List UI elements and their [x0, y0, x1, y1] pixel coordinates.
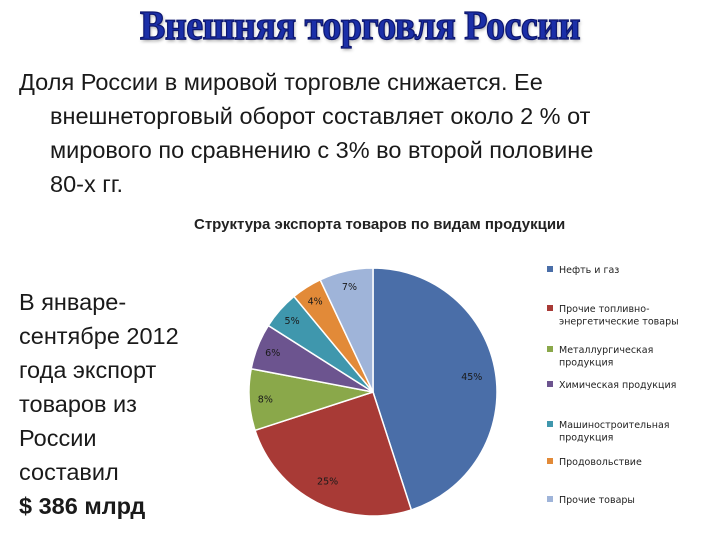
legend-label: Нефть и газ [559, 265, 619, 276]
summary-line: В январе- [19, 289, 127, 315]
slice-label: 6% [265, 348, 280, 359]
export-amount: $ 386 млрд [19, 493, 146, 519]
chart-title: Структура экспорта товаров по видам прод… [194, 216, 566, 233]
legend-label: продукция [559, 358, 613, 369]
legend-swatch [547, 496, 553, 502]
legend-swatch [547, 305, 553, 311]
intro-line: 80-х гг. [50, 171, 124, 197]
summary-line: года экспорт [19, 357, 157, 383]
legend-label: Химическая продукция [559, 380, 676, 391]
pie-slice [254, 391, 413, 517]
summary-line: сентябре 2012 [19, 323, 179, 349]
slice-label: 4% [308, 296, 323, 307]
export-summary: В январе- сентябре 2012 года экспорт тов… [19, 285, 234, 523]
summary-line: России [19, 425, 97, 451]
legend-label: Прочие товары [559, 495, 635, 506]
summary-line: товаров из [19, 391, 137, 417]
legend-label: энергетические товары [559, 317, 679, 328]
legend-swatch [547, 266, 553, 272]
pie-slice [372, 267, 498, 511]
slice-label: 8% [258, 394, 273, 405]
intro-line: внешнеторговый оборот составляет около 2… [50, 103, 591, 129]
intro-line: Доля России в мировой торговле снижается… [19, 69, 543, 95]
legend-label: Машиностроительная [559, 420, 669, 431]
slice-label: 5% [285, 316, 300, 327]
slice-label: 45% [461, 372, 482, 383]
pie-labels: 45% 25% 8% 6% 5% 4% 7% [258, 282, 483, 487]
pie-slice [319, 267, 374, 393]
legend-swatch [547, 421, 553, 427]
summary-line: составил [19, 459, 119, 485]
legend-swatch [547, 458, 553, 464]
intro-paragraph: Доля России в мировой торговле снижается… [19, 65, 709, 201]
legend-label: Металлургическая [559, 345, 653, 356]
legend-label: продукция [559, 433, 613, 444]
intro-line: мирового по сравнению с 3% во второй пол… [50, 137, 594, 163]
slice-label: 25% [317, 477, 338, 488]
legend-swatch [547, 381, 553, 387]
slide-title: Внешняя торговля России [139, 3, 581, 50]
slice-label: 7% [342, 282, 357, 293]
legend-label: Продовольствие [559, 457, 642, 468]
pie-legend: Нефть и газ Прочие топливно-энергетически… [547, 265, 679, 506]
pie-slices [248, 267, 498, 517]
legend-swatch [547, 346, 553, 352]
legend-label: Прочие топливно- [559, 304, 650, 315]
